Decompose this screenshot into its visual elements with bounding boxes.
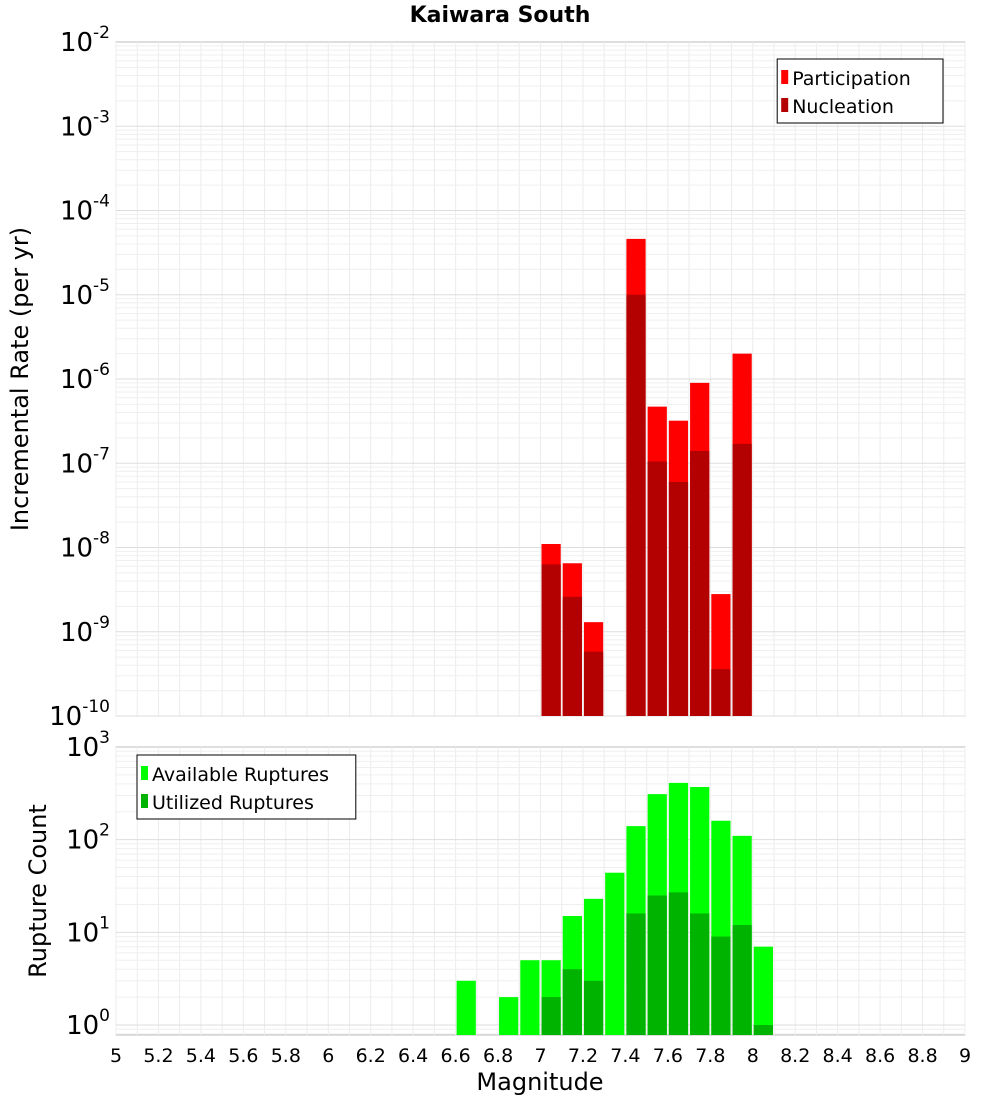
y-tick-label: 10-10 (49, 697, 110, 732)
bottom-bars (456, 782, 773, 1035)
x-tick-label: 8.4 (823, 1045, 853, 1067)
legend-box (136, 754, 357, 820)
bar-nucleation (668, 481, 689, 716)
top-plot: 10-10 10-9 10-8 10-7 10-6 10-5 10-4 10-3 10-2 In… (6, 23, 966, 732)
legend-label: Utilized Ruptures (152, 792, 314, 814)
bar-available-ruptures (605, 872, 625, 1035)
bar-nucleation (711, 669, 731, 716)
x-tick-label: 7.4 (610, 1045, 640, 1067)
x-tick-label: 7.2 (568, 1045, 598, 1067)
legend-box (776, 58, 944, 124)
bar-utilized-ruptures (583, 980, 604, 1035)
bar-nucleation (647, 461, 667, 716)
y-tick-label: 10-9 (60, 613, 110, 648)
bar-utilized-ruptures (562, 969, 582, 1035)
bar-available-ruptures (499, 997, 519, 1035)
x-tick-label: 9 (959, 1045, 971, 1067)
bottom-legend: Available Ruptures Utilized Ruptures (136, 754, 357, 820)
bar-available-ruptures (520, 960, 540, 1035)
y-tick-label: 101 (66, 913, 110, 948)
y-tick-label: 10-5 (60, 276, 110, 311)
y-tick-label: 10-6 (60, 360, 110, 395)
y-tick-label: 10-2 (60, 23, 110, 58)
bar-utilized-ruptures (690, 913, 710, 1035)
bar-utilized-ruptures (647, 895, 667, 1035)
bar-nucleation (690, 450, 710, 716)
legend-swatch (781, 70, 789, 84)
x-tick-label: 6 (322, 1045, 334, 1067)
y-tick-label: 103 (66, 728, 110, 763)
bar-utilized-ruptures (711, 936, 731, 1035)
legend-label: Participation (792, 68, 911, 90)
bar-utilized-ruptures (541, 997, 561, 1035)
y-tick-label: 100 (66, 1006, 110, 1041)
x-tick-label: 6.2 (356, 1045, 386, 1067)
bottom-y-axis-label: Rupture Count (24, 804, 52, 978)
y-tick-label: 10-3 (60, 107, 110, 142)
top-legend: Participation Nucleation (776, 58, 944, 124)
legend-swatch (141, 794, 148, 808)
legend-label: Available Ruptures (152, 764, 329, 786)
x-tick-label: 5.8 (271, 1045, 301, 1067)
x-tick-label: 8.6 (865, 1045, 895, 1067)
legend-swatch (781, 98, 789, 112)
bottom-plot: 100 101 102 103 5 5.2 5.4 5.6 5.8 6 6.2 6.4 6.6 6.8 7… (24, 728, 971, 1096)
top-bars (541, 238, 752, 716)
x-tick-label: 5.4 (186, 1045, 216, 1067)
bar-available-ruptures (456, 980, 476, 1035)
bar-utilized-ruptures (668, 892, 689, 1035)
y-tick-label: 10-8 (60, 529, 110, 564)
bar-utilized-ruptures (753, 1025, 773, 1035)
top-y-axis-label: Incremental Rate (per yr) (6, 227, 34, 531)
x-tick-label: 7 (534, 1045, 546, 1067)
top-grid (115, 42, 966, 717)
legend-label: Nucleation (792, 96, 894, 118)
bar-nucleation (562, 596, 582, 716)
y-tick-label: 102 (66, 821, 110, 856)
bar-available-ruptures (753, 946, 773, 1035)
legend-swatch (141, 766, 148, 780)
x-tick-label: 5 (110, 1045, 122, 1067)
bar-nucleation (583, 651, 604, 716)
y-tick-label: 10-7 (60, 444, 110, 479)
x-tick-label: 8.8 (907, 1045, 937, 1067)
chart-title: Kaiwara South (410, 3, 591, 28)
x-axis-label: Magnitude (476, 1068, 603, 1096)
bottom-y-tick-labels: 100 101 102 103 (66, 728, 110, 1041)
bar-utilized-ruptures (626, 913, 646, 1035)
x-tick-label: 6.4 (398, 1045, 428, 1067)
x-tick-label: 6.8 (483, 1045, 513, 1067)
x-tick-label: 5.2 (143, 1045, 173, 1067)
x-tick-label: 8 (747, 1045, 759, 1067)
bar-utilized-ruptures (732, 924, 752, 1035)
x-tick-label: 5.6 (228, 1045, 258, 1067)
bar-nucleation (732, 443, 752, 716)
x-tick-label: 7.8 (695, 1045, 725, 1067)
bar-nucleation (541, 564, 561, 716)
bar-nucleation (626, 294, 646, 716)
y-tick-label: 10-4 (60, 192, 110, 227)
x-tick-label: 8.2 (780, 1045, 810, 1067)
top-y-tick-labels: 10-10 10-9 10-8 10-7 10-6 10-5 10-4 10-3 10-2 (49, 23, 110, 732)
x-tick-labels: 5 5.2 5.4 5.6 5.8 6 6.2 6.4 6.6 6.8 7 7.2 7.4 7.6 7.8 8… (110, 1045, 971, 1067)
x-tick-label: 6.6 (440, 1045, 470, 1067)
x-tick-label: 7.6 (653, 1045, 683, 1067)
bottom-grid (115, 747, 966, 1035)
